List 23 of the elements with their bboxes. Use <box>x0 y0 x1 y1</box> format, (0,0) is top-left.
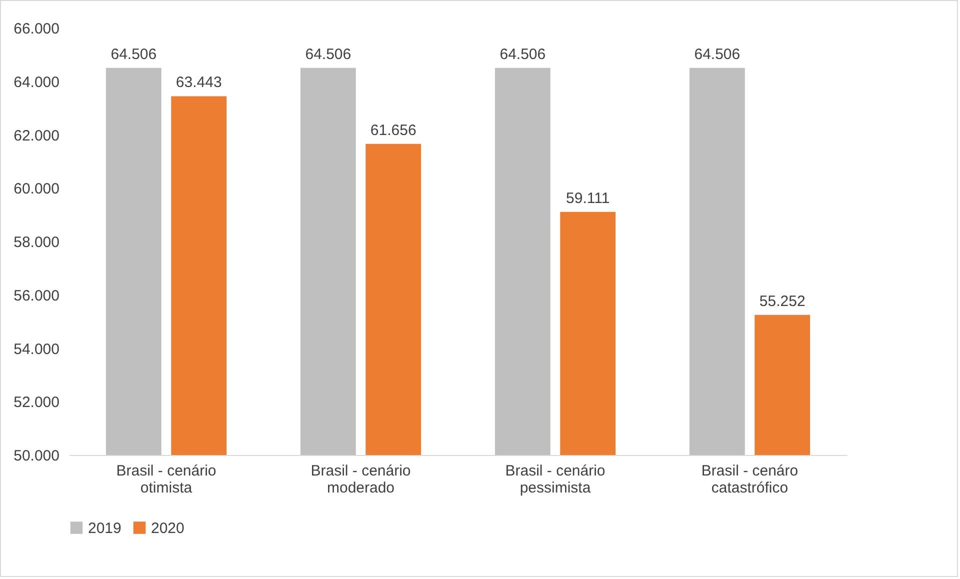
data-label: 64.506 <box>694 46 740 63</box>
y-tick-label: 60.000 <box>14 180 60 198</box>
x-tick-label: Brasil - cenário moderado <box>310 462 411 496</box>
legend-label: 2019 <box>88 520 122 537</box>
y-tick-label: 64.000 <box>14 74 60 91</box>
x-tick-label: Brasil - cenáro catastrófico <box>701 462 798 496</box>
y-tick-label: 62.000 <box>14 127 60 144</box>
y-tick-label: 66.000 <box>14 20 60 38</box>
data-label: 64.506 <box>500 46 546 63</box>
legend-label: 2020 <box>151 520 184 537</box>
y-tick-label: 54.000 <box>14 340 60 358</box>
x-tick-label: Brasil - cenário pessimista <box>505 462 606 496</box>
data-label: 59.111 <box>566 190 610 207</box>
data-label: 61.656 <box>370 122 416 139</box>
y-tick-label: 50.000 <box>14 448 60 464</box>
y-tick-label: 58.000 <box>14 234 60 251</box>
data-label: 64.506 <box>110 46 157 63</box>
data-label: 55.252 <box>759 292 806 310</box>
x-tick-label: Brasil - cenário otimista <box>116 462 216 496</box>
data-label: 64.506 <box>305 46 352 63</box>
data-label: 63.443 <box>176 74 222 92</box>
y-tick-label: 52.000 <box>14 394 60 412</box>
y-tick-label: 56.000 <box>14 287 60 304</box>
